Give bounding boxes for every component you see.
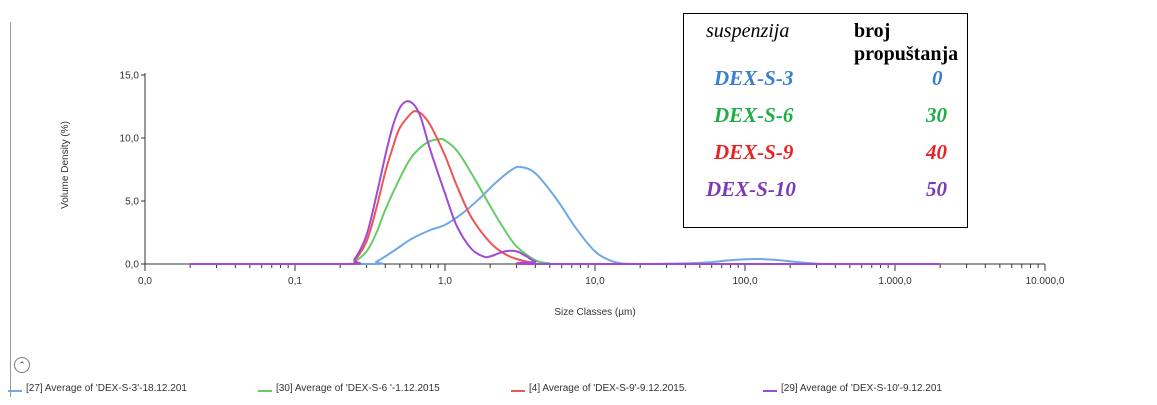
pass-count-value: 30 [926, 103, 947, 127]
x-tick-label: 10,0 [585, 276, 605, 287]
legend-swatch [511, 390, 525, 392]
x-tick-label: 0,1 [288, 276, 302, 287]
chevron-up-icon[interactable]: ⌃ [14, 357, 30, 373]
y-tick-label: 5,0 [125, 197, 139, 208]
y-tick-label: 10,0 [120, 134, 140, 145]
pass-count-value: 50 [926, 177, 947, 201]
y-tick-label: 0,0 [125, 260, 139, 271]
legend-label: [27] Average of 'DEX-S-3'-18.12.201 [26, 383, 187, 394]
x-axis: 0,0 0,1 1,0 10,0 100,0 1.000,0 10.000,0 [138, 263, 1065, 287]
series-line-1 [190, 165, 941, 266]
pass-count-value: 40 [926, 140, 947, 164]
x-tick-label: 1.000,0 [878, 276, 912, 287]
panel-divider [10, 22, 11, 397]
x-tick-label: 0,0 [138, 276, 152, 287]
x-tick-label: 1,0 [438, 276, 452, 287]
legend-swatch [763, 390, 777, 392]
x-tick-label: 100,0 [732, 276, 757, 287]
legend-label: [29] Average of 'DEX-S-10'-9.12.201 [781, 383, 942, 394]
suspension-legend-table: suspenzija broj propuštanja DEX-S-3 0 DEX-… [683, 13, 968, 228]
legend-label: [4] Average of 'DEX-S-9'-9.12.2015. [529, 383, 688, 394]
y-axis: 0,0 5,0 10,0 15,0 [120, 71, 146, 271]
suspension-name: DEX-S-10 [706, 177, 796, 201]
header-suspenzija: suspenzija [706, 20, 790, 42]
y-tick-label: 15,0 [120, 71, 140, 82]
suspension-name: DEX-S-6 [714, 103, 794, 127]
legend-swatch [8, 390, 22, 392]
series-line-4 [190, 100, 941, 266]
series-layer [190, 100, 941, 266]
legend-swatch [258, 390, 272, 392]
legend-label: [30] Average of 'DEX-S-6 '-1.12.2015 [276, 383, 440, 394]
suspension-name: DEX-S-9 [714, 140, 794, 164]
suspension-name: DEX-S-3 [714, 66, 794, 90]
x-axis-label: Size Classes (µm) [554, 307, 635, 318]
header-broj-propustanja: broj propuštanja [854, 20, 959, 65]
x-tick-label: 10.000,0 [1026, 276, 1065, 287]
y-axis-label: Volume Density (%) [60, 121, 71, 209]
pass-count-value: 0 [932, 66, 943, 90]
size-distribution-chart: 0,0 5,0 10,0 15,0 0,0 0,1 1,0 10,0 100,0 1.000,0… [60, 71, 1065, 319]
